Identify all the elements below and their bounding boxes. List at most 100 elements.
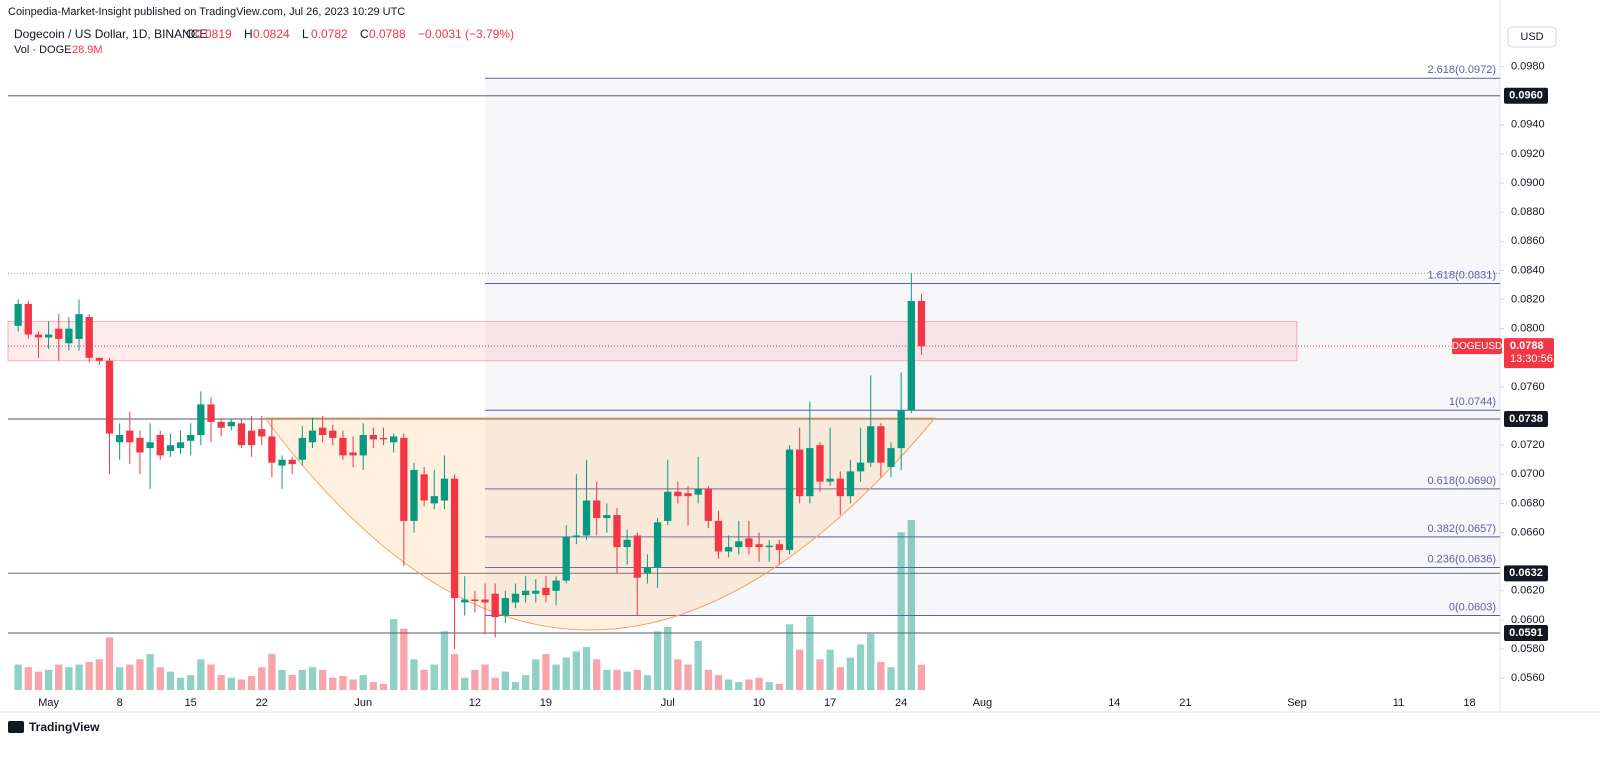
candle-body — [745, 538, 753, 548]
volume-bar — [856, 644, 865, 690]
candle-body — [400, 437, 408, 521]
volume-bar — [836, 667, 844, 690]
volume-bar — [65, 667, 73, 690]
y-tick-label: 0.0980 — [1511, 61, 1545, 73]
ohlc-value: 0.0824 — [253, 27, 290, 41]
candle-body — [410, 469, 418, 521]
volume-bar — [217, 675, 225, 690]
candle-body — [461, 599, 469, 603]
candle-body — [44, 334, 53, 338]
candle-body — [775, 544, 784, 551]
volume-bar — [603, 669, 611, 690]
candle-body — [714, 520, 723, 552]
x-tick-label: 17 — [824, 697, 836, 709]
volume-bar — [552, 664, 560, 690]
volume-bar — [430, 664, 438, 690]
volume-bar — [664, 626, 672, 690]
cup-pattern — [264, 417, 937, 631]
volume-bar — [887, 667, 895, 690]
fib-label: 1(0.0744) — [1449, 396, 1496, 408]
candle-body — [166, 445, 175, 452]
ohlc-value: 0.0819 — [195, 27, 232, 41]
volume-bar — [390, 619, 398, 690]
candle-body — [877, 426, 885, 463]
volume-bar — [471, 669, 479, 690]
candle-body — [907, 301, 915, 411]
level-badge — [1504, 625, 1548, 642]
volume-bar — [684, 664, 692, 690]
y-tick-label: 0.0720 — [1511, 439, 1545, 451]
y-tick-label: 0.0680 — [1511, 497, 1545, 509]
candle-body — [146, 442, 154, 449]
ohlc-value: 0.0782 — [311, 27, 348, 41]
volume-bar — [156, 667, 164, 690]
candle-body — [55, 328, 63, 339]
level-label: 0.0960 — [1509, 90, 1543, 102]
volume-bar — [247, 675, 256, 690]
ohlc-value: 0.0788 — [369, 27, 406, 41]
candle-body — [126, 430, 134, 443]
candle-body — [115, 434, 124, 443]
symbol-badge — [1452, 338, 1502, 355]
x-tick-label: Jun — [354, 697, 372, 709]
candle-body — [501, 598, 509, 616]
candle-body — [572, 535, 581, 537]
volume-bar — [400, 628, 408, 690]
candle-body — [724, 547, 733, 552]
candle-body — [796, 449, 804, 497]
volume-bar — [745, 679, 753, 690]
volume-bar — [369, 682, 378, 690]
candle-body — [34, 334, 43, 338]
volume-bar — [105, 637, 114, 690]
vol-label: Vol · DOGE — [14, 44, 71, 56]
candle-body — [207, 404, 215, 422]
candle-body — [562, 536, 570, 581]
currency[interactable]: USD — [1520, 31, 1543, 43]
volume-bar — [187, 675, 195, 690]
level-badge — [1504, 410, 1548, 427]
level-badge — [1504, 565, 1548, 582]
fib-label: 0(0.0603) — [1449, 601, 1496, 613]
candle-body — [532, 590, 540, 594]
volume-bar — [511, 682, 520, 690]
candle-body — [187, 434, 195, 441]
volume-bar — [816, 659, 824, 690]
volume-bar — [146, 654, 154, 690]
candle-body — [582, 500, 591, 536]
candle-body — [542, 587, 550, 596]
candle-body — [247, 430, 256, 446]
volume-bar — [136, 659, 144, 690]
volume-bar — [643, 675, 652, 690]
currency-button[interactable] — [1507, 26, 1557, 48]
candle-body — [268, 436, 276, 463]
y-tick-label: 0.0840 — [1511, 264, 1545, 276]
price-badge-countdown: 13:30:56 — [1510, 353, 1553, 365]
volume-bar — [755, 677, 763, 690]
x-tick-label: 21 — [1179, 697, 1191, 709]
ohlc-key: L — [302, 27, 309, 41]
volume-bar — [197, 659, 205, 690]
volume-bar — [481, 664, 489, 690]
volume-bar — [613, 669, 621, 690]
volume-bar — [694, 640, 702, 690]
level-badge — [1504, 87, 1548, 104]
volume-bar — [714, 675, 723, 690]
ohlc-key: O — [186, 27, 195, 41]
x-tick-label: 24 — [895, 697, 907, 709]
x-tick-label: 22 — [256, 697, 268, 709]
candle-body — [308, 430, 317, 443]
volume-bar — [917, 664, 926, 690]
volume-bar — [521, 675, 530, 690]
volume-bar — [867, 633, 875, 690]
candle-body — [318, 427, 327, 435]
candle-body — [227, 421, 235, 427]
volume-bar — [562, 657, 570, 690]
candle-body — [785, 449, 794, 551]
volume-bar — [339, 675, 347, 690]
y-tick-label: 0.0580 — [1511, 643, 1545, 655]
symbol: Dogecoin / US Dollar, 1D, BINANCE — [14, 27, 207, 41]
volume-bar — [329, 677, 337, 690]
candle-body — [258, 429, 266, 437]
volume-bar — [14, 664, 22, 690]
